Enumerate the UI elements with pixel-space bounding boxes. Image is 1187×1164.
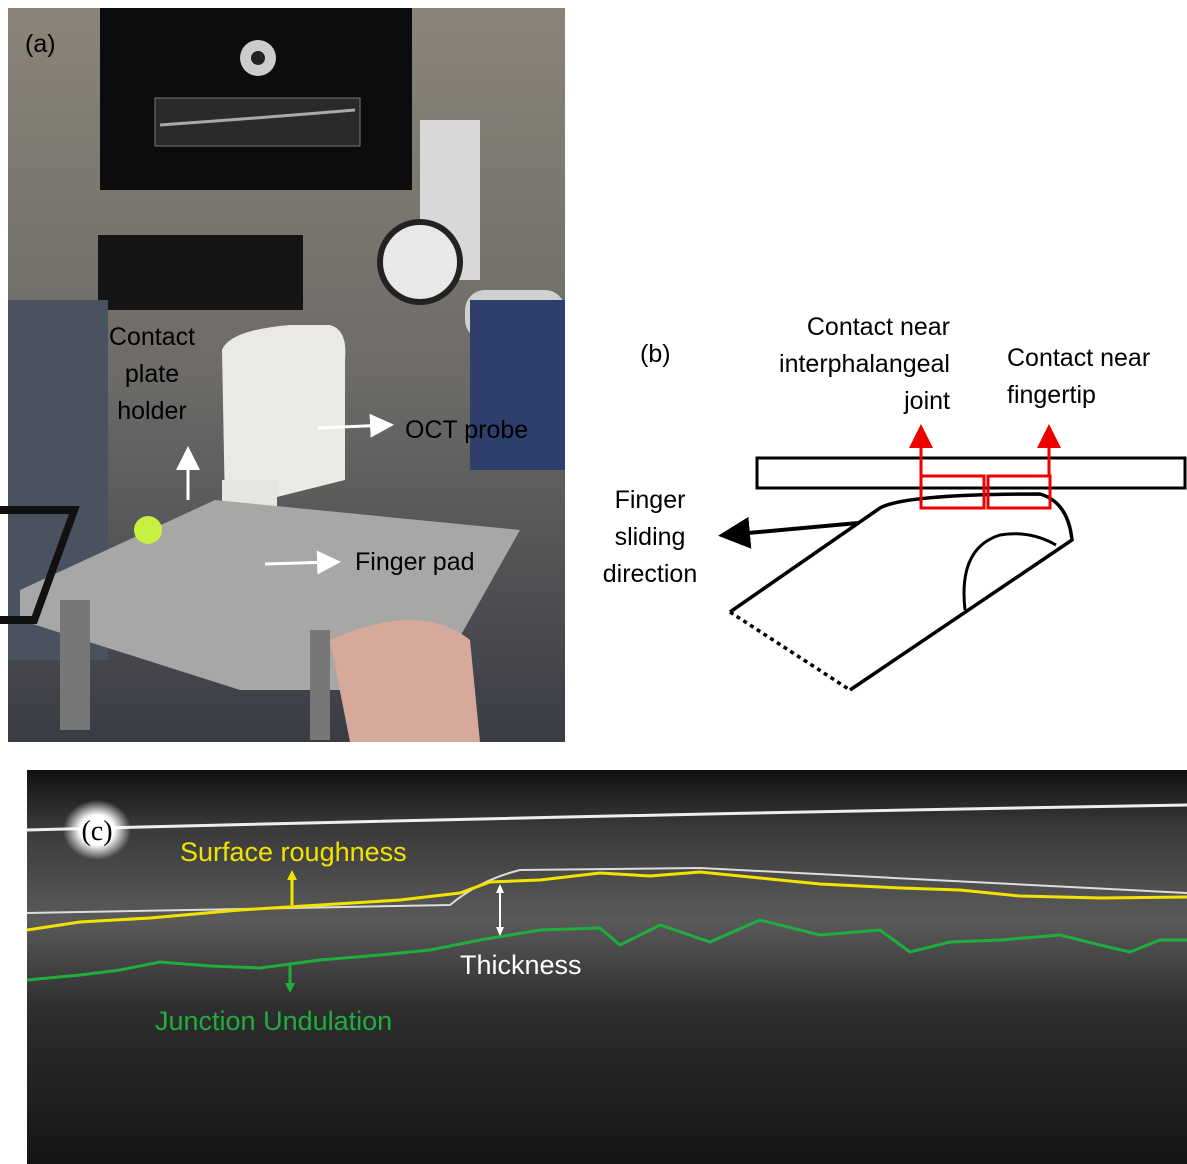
contact-plate: [757, 458, 1185, 488]
annotation: Surface roughness: [180, 837, 407, 867]
annotation: holder: [117, 397, 187, 425]
panel-a: (a) Contact plate holder OCT probe Finge…: [0, 8, 565, 742]
hand: [330, 620, 480, 742]
figure: (a) Contact plate holder OCT probe Finge…: [0, 0, 1187, 1164]
panel-label: (c): [81, 816, 112, 847]
panel-label: (a): [25, 30, 56, 58]
annotation: Contact near: [1007, 344, 1150, 372]
finger: [730, 494, 1072, 690]
annotation: fingertip: [1007, 381, 1096, 409]
annotation: plate: [125, 360, 179, 388]
annotation: Junction Undulation: [155, 1006, 392, 1036]
oct-image: [27, 770, 1187, 1164]
panel-b: (b) Contact near interphalangeal joint C…: [603, 313, 1185, 690]
annotation: interphalangeal: [779, 350, 950, 378]
annotation: Finger pad: [355, 548, 475, 576]
panel-c: (c) Surface roughness Thickness Junction…: [27, 770, 1187, 1164]
annotation: sliding: [615, 523, 686, 551]
annotation: Thickness: [460, 950, 582, 980]
annotation: Contact: [109, 323, 195, 351]
annotation: Finger: [615, 486, 686, 514]
panel-label: (b): [640, 340, 671, 368]
annotation: OCT probe: [405, 416, 528, 444]
annotation: Contact near: [807, 313, 950, 341]
black-box: [98, 235, 303, 310]
annotation: joint: [903, 387, 950, 415]
annotation: direction: [603, 560, 698, 588]
